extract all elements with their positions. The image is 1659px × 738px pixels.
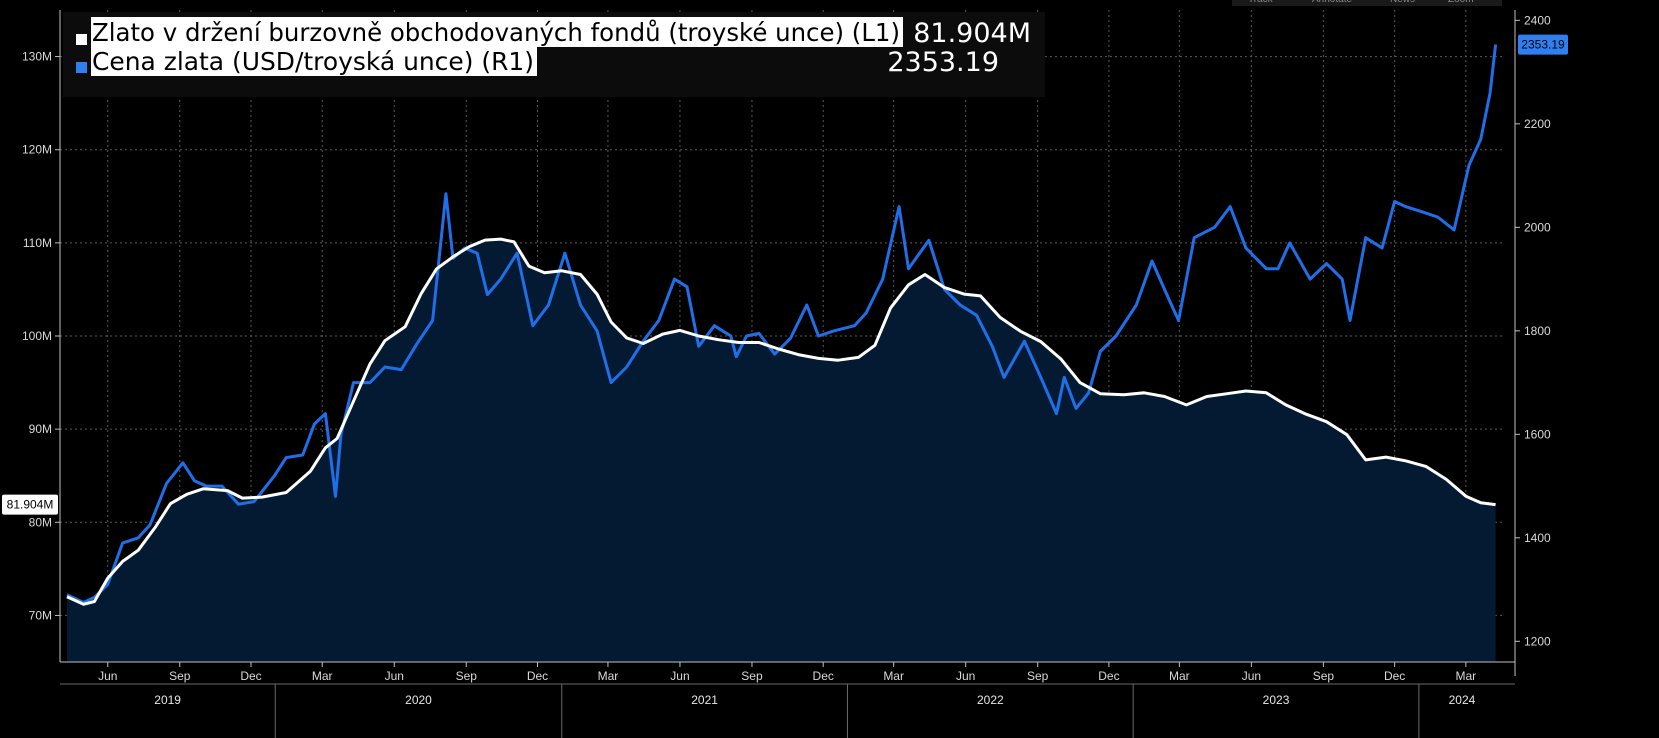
legend: Zlato v držení burzovně obchodovaných fo…: [63, 12, 1045, 97]
left-tick-label: 100M: [22, 329, 52, 343]
month-tick-label: Jun: [98, 669, 117, 683]
year-label: 2023: [1263, 693, 1290, 707]
year-label: 2019: [154, 693, 181, 707]
month-tick-label: Dec: [1098, 669, 1119, 683]
legend-value: 81.904M: [913, 18, 1031, 49]
holdings-line: [66, 237, 1496, 606]
toolbar-bar: [1232, 0, 1502, 6]
month-tick-label: Dec: [1384, 669, 1405, 683]
month-tick-label: Sep: [741, 669, 763, 683]
price-series: [66, 44, 1498, 604]
legend-value: 2353.19: [887, 47, 999, 78]
legend-label-highlight: [91, 46, 537, 76]
month-tick-label: Dec: [527, 669, 548, 683]
toolbar-item-annotate[interactable]: Annotate: [1312, 0, 1352, 5]
right-tick-label: 1200: [1524, 634, 1551, 648]
right-tick-label: 2200: [1524, 117, 1551, 131]
right-tick-label: 2400: [1524, 13, 1551, 27]
month-tick-label: Sep: [1313, 669, 1335, 683]
year-label: 2021: [691, 693, 718, 707]
legend-label: Cena zlata (USD/troyská unce) (R1): [92, 47, 534, 76]
right-tick-label: 1600: [1524, 427, 1551, 441]
right-tick-label: 1400: [1524, 531, 1551, 545]
month-tick-label: Sep: [169, 669, 191, 683]
left-value-tag-text: 81.904M: [7, 498, 54, 512]
right-value-tag-text: 2353.19: [1521, 38, 1565, 52]
left-value-tag: [2, 494, 58, 515]
year-label: 2022: [977, 693, 1004, 707]
legend-swatch: [76, 34, 87, 45]
right-tick-label: 2000: [1524, 220, 1551, 234]
year-label: 2024: [1449, 693, 1476, 707]
legend-label: Zlato v držení burzovně obchodovaných fo…: [92, 18, 900, 47]
holdings-series: [66, 237, 1496, 606]
legend-swatch: [76, 62, 87, 73]
year-label: 2020: [405, 693, 432, 707]
month-tick-label: Mar: [883, 669, 904, 683]
month-tick-label: Mar: [1169, 669, 1190, 683]
month-tick-label: Jun: [670, 669, 689, 683]
left-tick-label: 70M: [29, 608, 52, 622]
left-tick-label: 110M: [23, 236, 52, 250]
legend-label-highlight: [91, 17, 903, 47]
month-tick-label: Mar: [312, 669, 333, 683]
month-tick-label: Jun: [385, 669, 404, 683]
toolbar-item-news[interactable]: News: [1390, 0, 1415, 5]
month-tick-label: Dec: [813, 669, 834, 683]
right-tick-label: 1800: [1524, 324, 1551, 338]
right-value-tag: [1518, 34, 1568, 55]
month-tick-label: Mar: [598, 669, 619, 683]
toolbar[interactable]: Track Annotate News Zoom: [1232, 0, 1502, 6]
toolbar-item-zoom[interactable]: Zoom: [1448, 0, 1474, 5]
month-tick-label: Jun: [1242, 669, 1261, 683]
left-tick-label: 80M: [29, 515, 52, 529]
month-tick-label: Sep: [1027, 669, 1049, 683]
month-tick-label: Sep: [456, 669, 478, 683]
month-tick-label: Jun: [956, 669, 975, 683]
left-tick-label: 130M: [22, 50, 52, 64]
month-tick-label: Mar: [1456, 669, 1477, 683]
left-tick-label: 120M: [22, 143, 52, 157]
month-tick-label: Dec: [240, 669, 261, 683]
price-line: [66, 44, 1498, 604]
axes: 70M 80M 90M 100M 110M 120M 130M 1200 1400 1600 180…: [2, 10, 1568, 738]
holdings-area-fill: [67, 239, 1496, 662]
left-tick-label: 90M: [29, 422, 52, 436]
toolbar-item-track[interactable]: Track: [1248, 0, 1274, 5]
holdings-area: [67, 239, 1496, 662]
